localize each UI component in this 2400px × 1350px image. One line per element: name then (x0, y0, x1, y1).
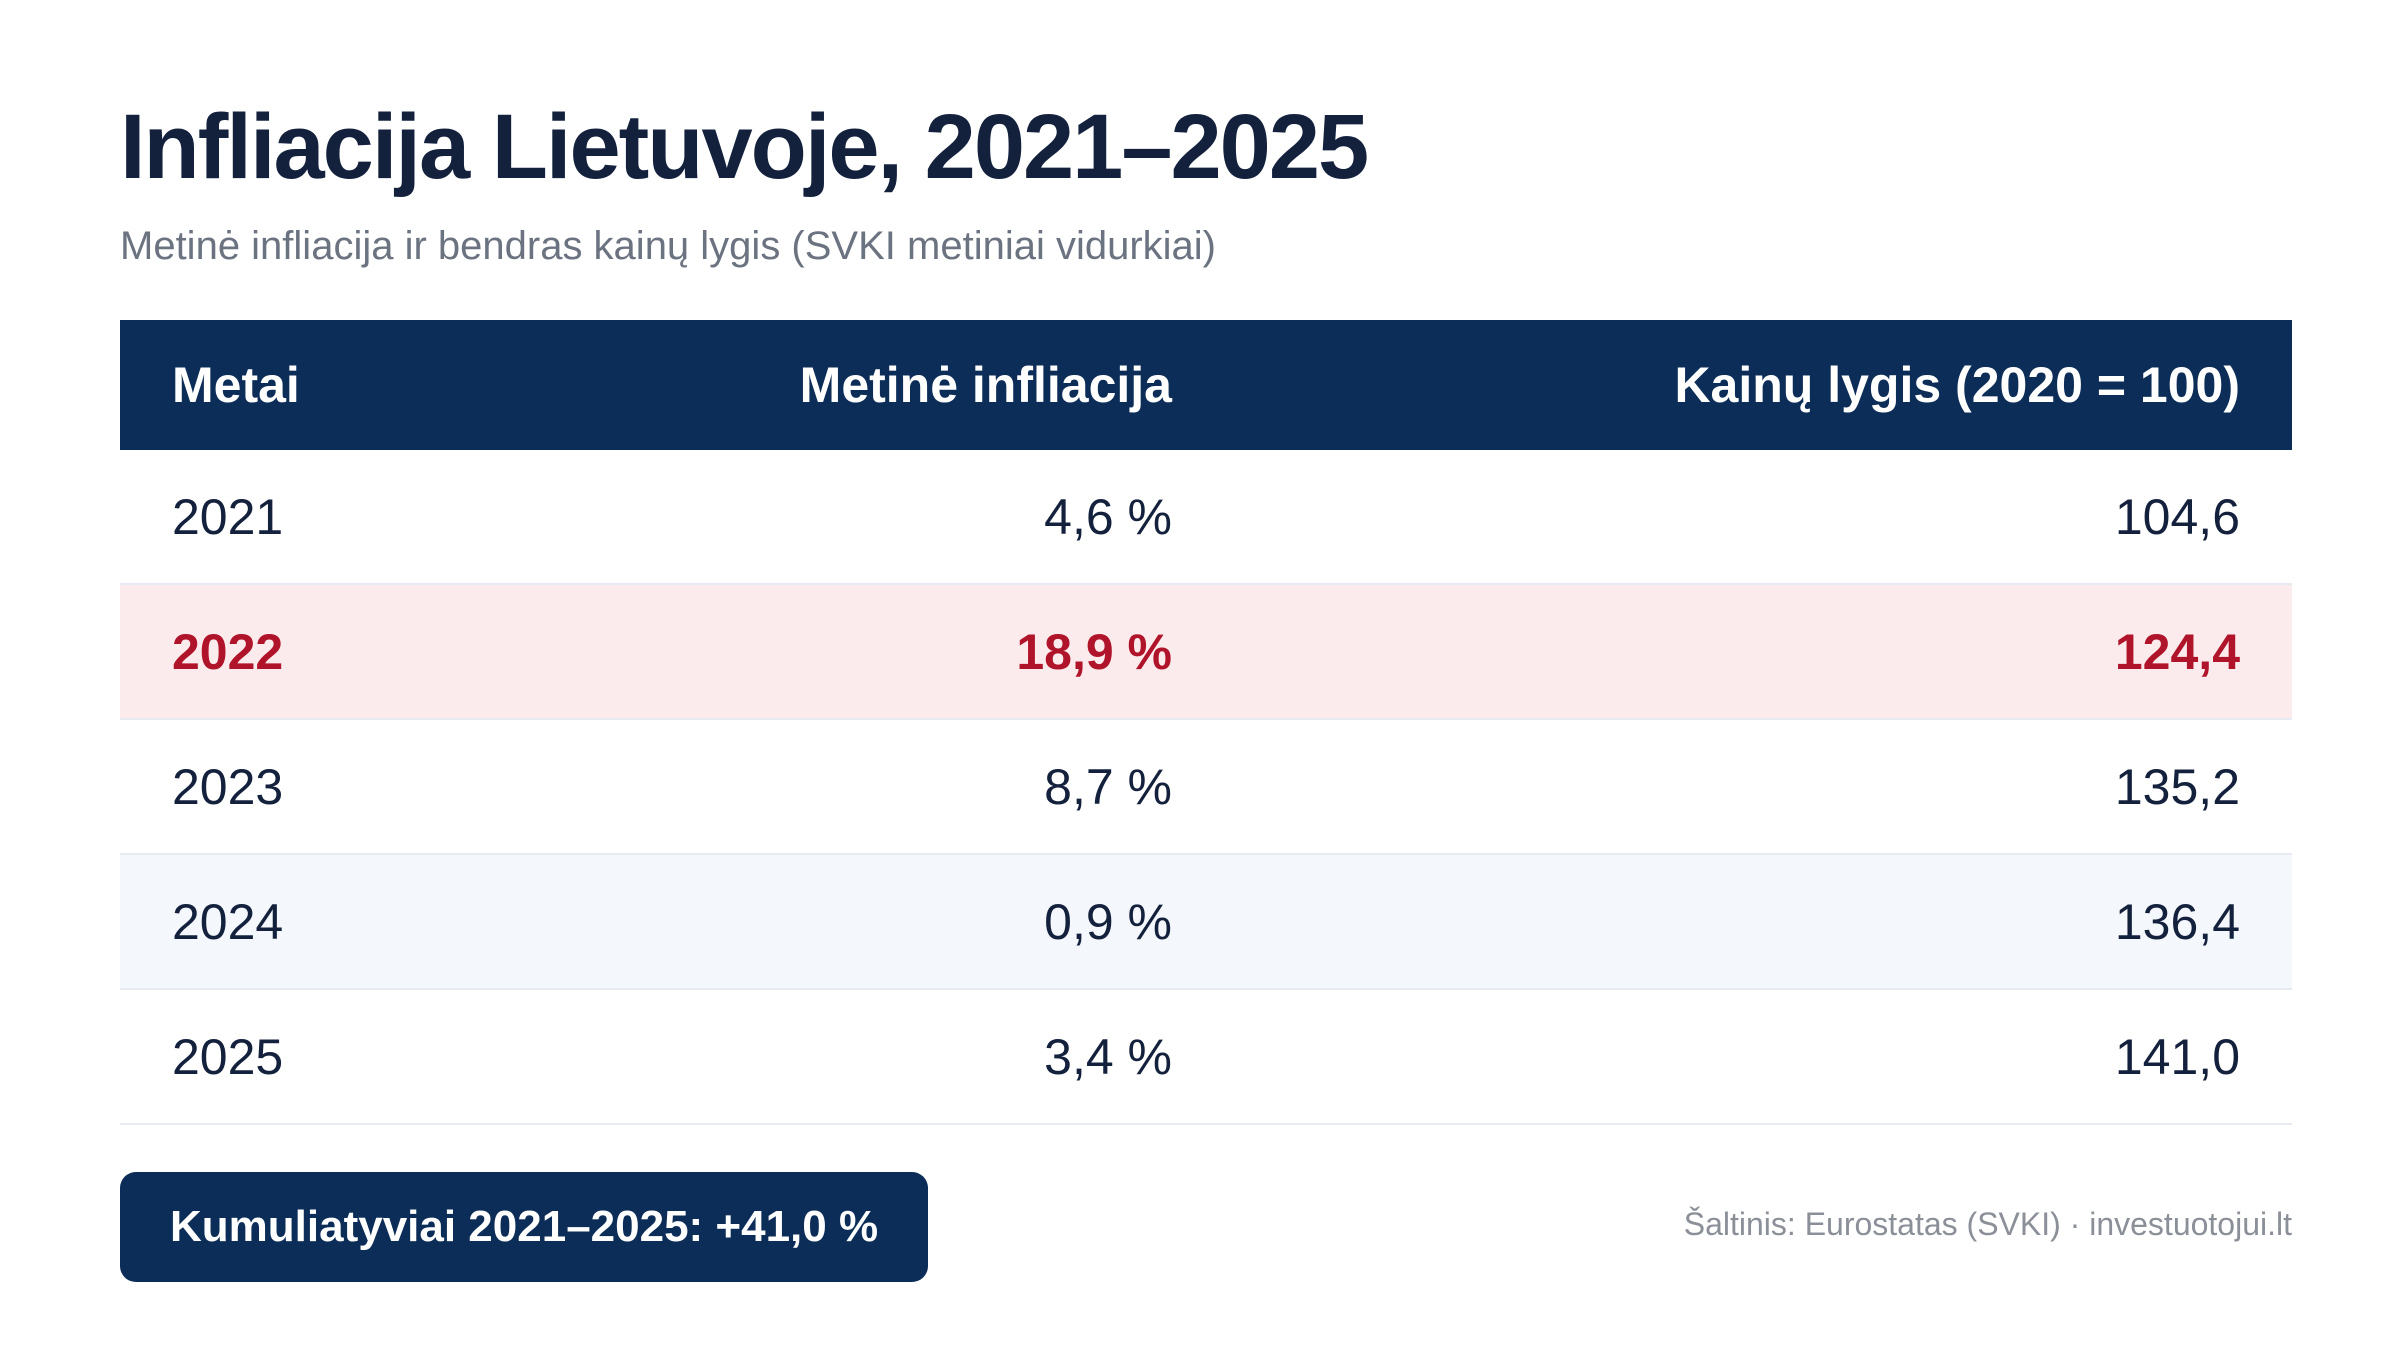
table-row: 2023 8,7 % 135,2 (120, 720, 2292, 855)
cell-inflation: 0,9 % (1044, 893, 1172, 950)
cell-year: 2023 (172, 758, 284, 815)
cell-price-level: 104,6 (2114, 488, 2240, 545)
table-header-row: Metai Metinė infliacija Kainų lygis (202… (120, 320, 2292, 450)
inflation-table: Metai Metinė infliacija Kainų lygis (202… (120, 320, 2292, 1125)
source-note: Šaltinis: Eurostatas (SVKI) · investuoto… (1683, 1206, 2292, 1242)
cell-price-level: 141,0 (2114, 1028, 2240, 1085)
cell-year: 2021 (172, 488, 284, 545)
header-price-level: Kainų lygis (2020 = 100) (1674, 357, 2240, 413)
page-title: Infliacija Lietuvoje, 2021–2025 (120, 96, 1369, 198)
header-year: Metai (172, 357, 300, 413)
cell-inflation: 8,7 % (1044, 758, 1172, 815)
infographic: Infliacija Lietuvoje, 2021–2025 Metinė i… (120, 0, 2292, 1350)
table-row: 2024 0,9 % 136,4 (120, 855, 2292, 990)
cell-inflation: 18,9 % (1016, 623, 1172, 680)
table-row: 2025 3,4 % 141,0 (120, 990, 2292, 1125)
cell-inflation: 3,4 % (1044, 1028, 1172, 1085)
cell-year: 2022 (172, 623, 284, 680)
page-subtitle: Metinė infliacija ir bendras kainų lygis… (120, 224, 1216, 268)
header-inflation: Metinė infliacija (799, 357, 1172, 413)
cell-price-level: 135,2 (2114, 758, 2240, 815)
cell-price-level: 136,4 (2114, 893, 2240, 950)
table-row-highlighted: 2022 18,9 % 124,4 (120, 585, 2292, 720)
cell-inflation: 4,6 % (1044, 488, 1172, 545)
cell-year: 2025 (172, 1028, 284, 1085)
cell-year: 2024 (172, 893, 284, 950)
table-row: 2021 4,6 % 104,6 (120, 450, 2292, 585)
cell-price-level: 124,4 (2114, 623, 2240, 680)
cumulative-summary-badge: Kumuliatyviai 2021–2025: +41,0 % (120, 1172, 929, 1282)
